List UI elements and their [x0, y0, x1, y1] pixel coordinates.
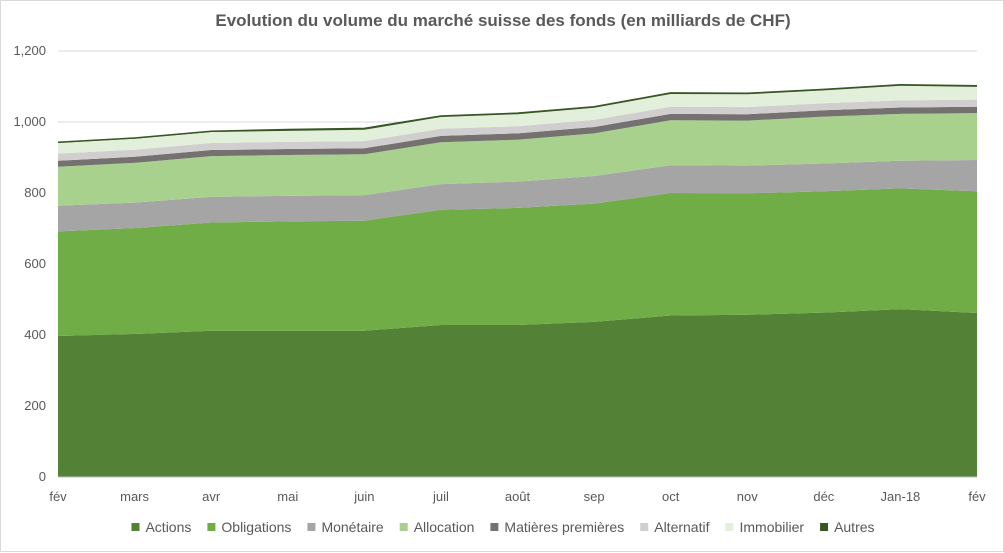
legend-label: Actions: [145, 519, 191, 535]
y-tick-label: 600: [24, 256, 46, 271]
x-tick-label: juil: [432, 489, 449, 504]
legend-item-allocation: Allocation: [399, 519, 475, 535]
x-tick-label: Jan-18: [881, 489, 921, 504]
x-tick-label: nov: [737, 489, 758, 504]
legend: Actions Obligations Monétaire Allocation Mat…: [131, 519, 875, 535]
area-matieres-premieres: [58, 106, 977, 167]
y-tick-label: 1,200: [13, 43, 46, 58]
legend-label: Monétaire: [321, 519, 383, 535]
area-allocation: [58, 113, 977, 206]
legend-item-actions: Actions: [131, 519, 191, 535]
legend-swatch: [399, 523, 408, 531]
y-tick-label: 400: [24, 327, 46, 342]
x-tick-label: mars: [120, 489, 149, 504]
y-tick-label: 800: [24, 185, 46, 200]
legend-label: Autres: [834, 519, 874, 535]
legend-swatch: [820, 523, 829, 531]
legend-swatch: [307, 523, 316, 531]
x-tick-label: avr: [202, 489, 221, 504]
x-tick-label: fév: [968, 489, 986, 504]
y-tick-label: 1,000: [13, 114, 46, 129]
x-tick-label: mai: [277, 489, 298, 504]
area-immobilier: [58, 85, 977, 154]
area-alternatif: [58, 99, 977, 161]
legend-item-immobilier: Immobilier: [725, 519, 804, 535]
x-tick-label: oct: [662, 489, 680, 504]
area-obligations: [58, 188, 977, 337]
legend-swatch: [131, 523, 140, 531]
legend-item-matieres-premieres: Matières premières: [490, 519, 624, 535]
legend-label: Alternatif: [654, 519, 709, 535]
x-tick-label: août: [505, 489, 531, 504]
area-top-outline: [57, 83, 978, 143]
area-actions: [58, 309, 977, 477]
x-tick-label: fév: [49, 489, 67, 504]
legend-swatch: [490, 523, 499, 531]
legend-item-monetaire: Monétaire: [307, 519, 384, 535]
chart-title: Evolution du volume du marché suisse des…: [215, 11, 791, 30]
legend-item-autres: Autres: [820, 519, 875, 535]
legend-item-alternatif: Alternatif: [640, 519, 710, 535]
area-series: [57, 83, 978, 477]
legend-swatch: [640, 523, 649, 531]
legend-label: Allocation: [414, 519, 475, 535]
area-monetaire: [58, 159, 977, 232]
x-tick-label: déc: [813, 489, 834, 504]
legend-label: Matières premières: [504, 519, 624, 535]
y-tick-label: 0: [39, 469, 46, 484]
legend-swatch: [207, 523, 216, 531]
y-tick-label: 200: [24, 398, 46, 413]
legend-label: Obligations: [221, 519, 291, 535]
x-tick-label: sep: [584, 489, 605, 504]
legend-item-obligations: Obligations: [207, 519, 291, 535]
axes: 0 200 400 600 800 1,000 1,200 fév mars avr mai juin…: [13, 43, 986, 504]
legend-swatch: [725, 523, 734, 531]
x-tick-label: juin: [353, 489, 374, 504]
legend-label: Immobilier: [739, 519, 804, 535]
